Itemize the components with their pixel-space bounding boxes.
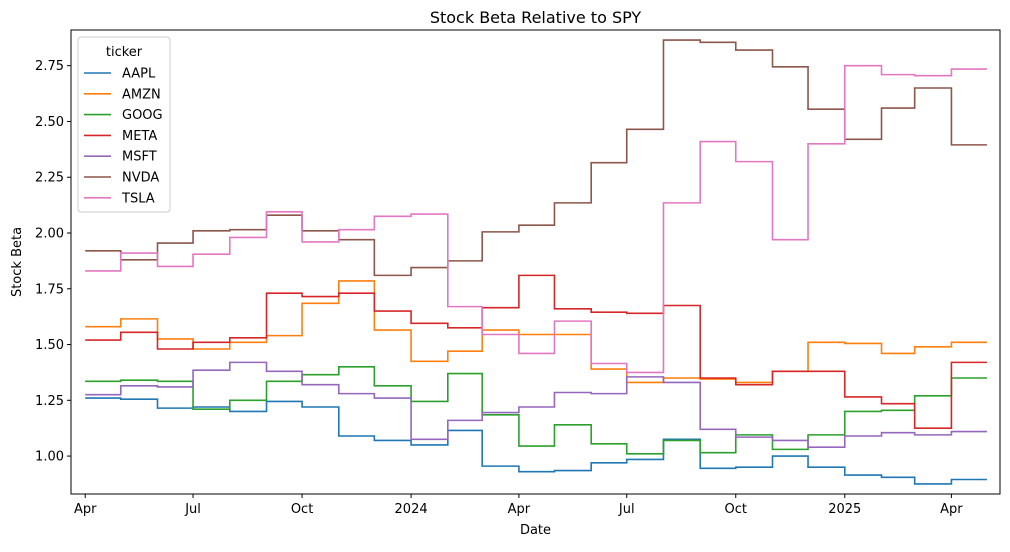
y-axis: 1.00 1.25 1.50 1.75 2.00 2.25 2.50 2.75 bbox=[35, 59, 71, 465]
series-line-tsla bbox=[85, 64, 987, 374]
series-line-goog bbox=[85, 366, 987, 455]
y-tick-label: 2.75 bbox=[35, 59, 64, 74]
legend-label-goog: GOOG bbox=[122, 108, 163, 123]
legend-label-tsla: TSLA bbox=[121, 191, 155, 206]
x-axis: Apr Jul Oct 2024 Apr Jul Oct 2025 Apr bbox=[74, 494, 963, 517]
legend-label-msft: MSFT bbox=[122, 150, 157, 165]
series-line-amzn bbox=[85, 280, 987, 384]
legend-label-nvda: NVDA bbox=[122, 171, 159, 186]
y-tick-label: 2.25 bbox=[35, 171, 64, 186]
x-tick-label: Oct bbox=[291, 502, 313, 517]
x-tick-label: Apr bbox=[74, 502, 97, 517]
plot-frame bbox=[70, 29, 1001, 495]
legend-frame bbox=[77, 36, 171, 213]
series-line-meta bbox=[85, 274, 987, 429]
y-axis-title: Stock Beta bbox=[10, 227, 25, 297]
legend-label-amzn: AMZN bbox=[122, 87, 161, 102]
y-tick-label: 1.75 bbox=[35, 282, 64, 297]
series-line-nvda bbox=[85, 39, 987, 277]
legend-label-meta: META bbox=[122, 129, 157, 144]
series-line-msft bbox=[85, 361, 987, 448]
x-tick-label: Apr bbox=[508, 502, 531, 517]
y-tick-label: 1.50 bbox=[35, 338, 64, 353]
chart-title: Stock Beta Relative to SPY bbox=[430, 8, 642, 27]
x-tick-label: 2024 bbox=[395, 502, 428, 517]
x-tick-label: Oct bbox=[725, 502, 747, 517]
series-layer bbox=[85, 39, 987, 485]
legend-label-aapl: AAPL bbox=[122, 67, 156, 82]
x-tick-label: Jul bbox=[618, 502, 635, 517]
x-tick-label: Apr bbox=[940, 502, 963, 517]
legend: ticker AAPL AMZN GOOG META MSFT NVDA TSLA bbox=[77, 36, 171, 213]
y-tick-label: 2.00 bbox=[35, 227, 64, 242]
legend-items: AAPL AMZN GOOG META MSFT NVDA TSLA bbox=[84, 67, 163, 206]
series-line-aapl bbox=[85, 397, 987, 485]
x-axis-title: Date bbox=[520, 523, 551, 538]
y-tick-label: 2.50 bbox=[35, 115, 64, 130]
x-tick-label: Jul bbox=[184, 502, 201, 517]
legend-title: ticker bbox=[106, 45, 143, 60]
x-tick-label: 2025 bbox=[828, 502, 861, 517]
y-tick-label: 1.00 bbox=[35, 450, 64, 465]
y-tick-label: 1.25 bbox=[35, 394, 64, 409]
